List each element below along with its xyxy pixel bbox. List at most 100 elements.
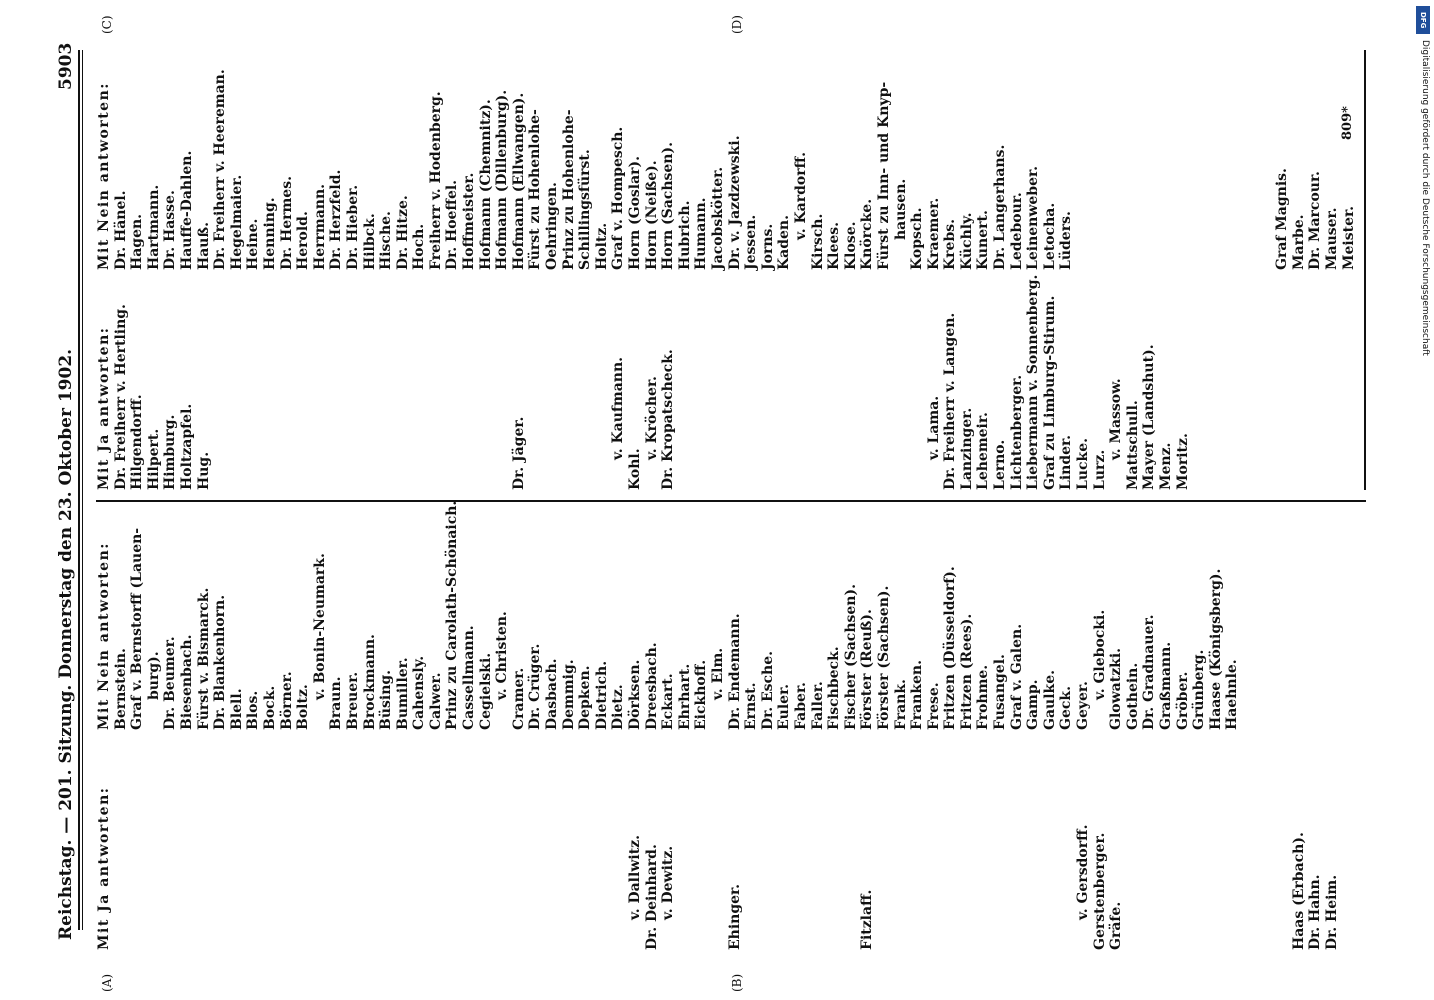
member-name bbox=[594, 787, 611, 950]
scanned-page: Reichstag. — 201. Sitzung. Donnerstag de… bbox=[56, 15, 1366, 992]
member-name: Dr. Marcour. bbox=[1307, 171, 1324, 270]
member-name: Freiherr v. Hodenberg. bbox=[427, 91, 444, 270]
member-name: Kunert. bbox=[975, 210, 992, 270]
member-name: Gröber. bbox=[1174, 671, 1191, 730]
member-name bbox=[245, 787, 262, 950]
member-name bbox=[1125, 69, 1142, 270]
signature-mark: 809* bbox=[1340, 106, 1355, 140]
margin-letter-c: (C) bbox=[100, 15, 114, 34]
column-heading: Mit Nein antworten: bbox=[96, 542, 112, 730]
member-name: Franken. bbox=[909, 660, 926, 730]
member-name bbox=[876, 787, 893, 950]
member-name: Dr. Heim. bbox=[1323, 874, 1340, 950]
member-name: Lucke. bbox=[1075, 437, 1092, 490]
member-name: Boltz. bbox=[295, 684, 312, 730]
member-name: v. Dewitz. bbox=[660, 845, 677, 920]
member-name: Ledebour. bbox=[1008, 192, 1025, 270]
member-name: Haehnle. bbox=[1224, 659, 1241, 730]
member-name: Fischbeck. bbox=[826, 646, 843, 730]
member-name: v. Bonin-Neumark. bbox=[311, 553, 328, 700]
margin-letter-a: (A) bbox=[100, 973, 114, 992]
member-name bbox=[245, 275, 262, 490]
member-name: Dr. Gradnauer. bbox=[1141, 614, 1158, 730]
bottom-rule bbox=[1364, 50, 1366, 490]
member-name bbox=[1241, 69, 1258, 270]
member-name: Geyer. bbox=[1075, 681, 1092, 730]
member-name bbox=[760, 275, 777, 490]
member-name: Börner. bbox=[278, 671, 295, 730]
member-name bbox=[511, 787, 528, 950]
member-name bbox=[1158, 69, 1175, 270]
member-name bbox=[1158, 787, 1175, 950]
member-name bbox=[1224, 69, 1241, 270]
member-name: Ehrhart. bbox=[676, 663, 693, 730]
member-name bbox=[1274, 787, 1291, 950]
member-name bbox=[328, 787, 345, 950]
member-name: v. Dallwitz. bbox=[627, 835, 643, 920]
member-name: Grünberg. bbox=[1191, 649, 1208, 730]
column-ja-right: Mit Ja antworten: Dr. Freiherr v. Hertlin… bbox=[96, 275, 1191, 490]
member-name bbox=[378, 787, 395, 950]
member-name bbox=[1241, 787, 1258, 950]
member-name: Gaulke. bbox=[1041, 669, 1058, 730]
member-name: Hofmann (Dillenburg). bbox=[494, 89, 511, 270]
member-name: Dr. Kropatscheck. bbox=[660, 349, 677, 490]
member-name bbox=[561, 275, 578, 490]
member-name bbox=[975, 787, 992, 950]
member-name bbox=[146, 787, 163, 950]
member-name: Fritzen (Düsseldorf). bbox=[942, 566, 959, 730]
column-heading: Mit Nein antworten: bbox=[96, 82, 112, 270]
page-header: Reichstag. — 201. Sitzung. Donnerstag de… bbox=[56, 348, 76, 940]
member-name bbox=[1224, 787, 1241, 950]
member-name bbox=[1141, 787, 1158, 950]
member-name bbox=[743, 275, 760, 490]
member-name: Cassellmann. bbox=[461, 625, 478, 730]
member-name bbox=[710, 787, 727, 950]
member-name: Jorns. bbox=[759, 223, 776, 270]
member-name bbox=[295, 275, 312, 490]
member-name bbox=[444, 787, 461, 950]
member-name: Gerstenberger. bbox=[1091, 832, 1108, 950]
member-name bbox=[992, 787, 1009, 950]
column-nein-left: Mit Nein antworten: Bernstein. Graf v. Ber… bbox=[96, 501, 1241, 730]
member-name bbox=[843, 787, 860, 950]
member-name bbox=[793, 275, 810, 490]
member-name: Gräfe. bbox=[1108, 901, 1125, 950]
member-name bbox=[362, 787, 379, 950]
member-name: Oehringen. bbox=[544, 182, 561, 270]
member-name: Haas (Erbach). bbox=[1290, 832, 1307, 950]
member-name: Mauser. bbox=[1323, 207, 1340, 270]
member-name: Hoffmeister. bbox=[461, 172, 478, 270]
member-name bbox=[328, 275, 345, 490]
member-name: Prinz zu Carolath-Schönaich. bbox=[444, 500, 461, 730]
member-name bbox=[527, 275, 544, 490]
member-name: Hug. bbox=[195, 451, 212, 490]
member-name bbox=[461, 787, 478, 950]
member-name: v. Massow. bbox=[1108, 378, 1125, 460]
member-name: Glowatzki. bbox=[1108, 647, 1125, 730]
member-name: Holtzapfel. bbox=[178, 403, 195, 490]
member-name: Hauß. bbox=[195, 222, 212, 270]
member-name bbox=[1058, 787, 1075, 950]
member-name bbox=[727, 275, 744, 490]
member-name bbox=[411, 275, 428, 490]
member-name bbox=[909, 275, 926, 490]
member-name bbox=[876, 275, 893, 490]
member-name: Hilpert. bbox=[145, 428, 162, 490]
member-name: v. Kaufmann. bbox=[610, 356, 627, 460]
member-name: Dr. Hasse. bbox=[162, 190, 179, 270]
member-name bbox=[1141, 69, 1158, 270]
member-name: Linder. bbox=[1058, 434, 1075, 490]
member-name: Dr. Langerhans. bbox=[992, 144, 1009, 270]
member-name bbox=[942, 787, 959, 950]
member-name: Demmig. bbox=[560, 659, 577, 730]
member-name: Faber. bbox=[792, 682, 809, 730]
member-name bbox=[428, 787, 445, 950]
member-name: Braun. bbox=[328, 676, 345, 730]
member-name bbox=[444, 275, 461, 490]
member-name: Dietrich. bbox=[593, 660, 610, 730]
column-nein-right: Mit Nein antworten: Dr. Hänel. Hagen. Hartm… bbox=[96, 69, 1357, 270]
member-name bbox=[494, 787, 511, 950]
member-name: Fischer (Sachsen). bbox=[842, 584, 859, 730]
member-name: Humann. bbox=[693, 197, 710, 270]
